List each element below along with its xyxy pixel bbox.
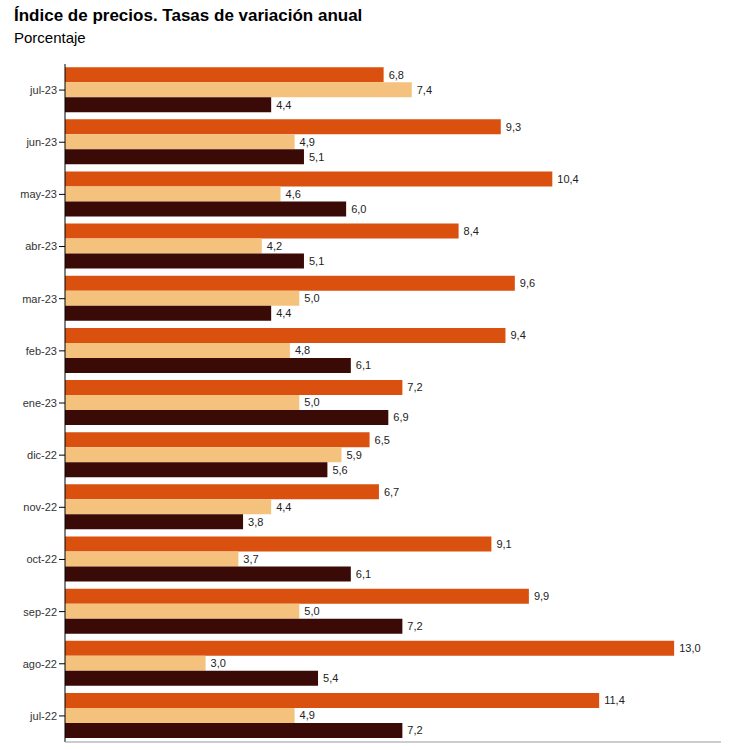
- svg-text:mar-23: mar-23: [22, 293, 57, 305]
- svg-text:5,0: 5,0: [304, 605, 319, 617]
- svg-text:ago-22: ago-22: [23, 658, 57, 670]
- svg-text:6,1: 6,1: [356, 568, 371, 580]
- svg-text:nov-22: nov-22: [23, 501, 57, 513]
- svg-text:abr-23: abr-23: [25, 240, 57, 252]
- svg-text:4,9: 4,9: [300, 709, 315, 721]
- svg-text:5,1: 5,1: [309, 255, 324, 267]
- svg-text:sep-22: sep-22: [23, 606, 57, 618]
- svg-text:9,3: 9,3: [506, 121, 521, 133]
- svg-text:4,4: 4,4: [276, 99, 291, 111]
- svg-text:4,4: 4,4: [276, 307, 291, 319]
- svg-text:9,9: 9,9: [534, 590, 549, 602]
- svg-text:5,1: 5,1: [309, 151, 324, 163]
- svg-text:9,1: 9,1: [496, 538, 511, 550]
- svg-text:jun-23: jun-23: [25, 136, 57, 148]
- svg-text:4,2: 4,2: [267, 240, 282, 252]
- svg-text:7,4: 7,4: [417, 84, 432, 96]
- svg-text:5,9: 5,9: [346, 449, 361, 461]
- svg-text:5,4: 5,4: [323, 672, 338, 684]
- svg-text:6,7: 6,7: [384, 486, 399, 498]
- svg-text:4,8: 4,8: [295, 344, 310, 356]
- svg-text:4,4: 4,4: [276, 501, 291, 513]
- svg-text:5,0: 5,0: [304, 396, 319, 408]
- svg-text:3,7: 3,7: [243, 553, 258, 565]
- svg-text:6,5: 6,5: [375, 434, 390, 446]
- svg-text:9,6: 9,6: [520, 277, 535, 289]
- svg-text:oct-22: oct-22: [26, 553, 57, 565]
- svg-text:7,2: 7,2: [407, 381, 422, 393]
- svg-text:3,8: 3,8: [248, 516, 263, 528]
- svg-text:11,4: 11,4: [604, 694, 625, 706]
- html-text:Porcentaje: Porcentaje: [14, 29, 86, 46]
- svg-text:3,0: 3,0: [211, 657, 226, 669]
- svg-text:ene-23: ene-23: [23, 397, 57, 409]
- svg-text:dic-22: dic-22: [27, 449, 57, 461]
- svg-text:6,8: 6,8: [389, 69, 404, 81]
- svg-text:13,0: 13,0: [679, 642, 700, 654]
- svg-text:feb-23: feb-23: [26, 345, 57, 357]
- svg-text:5,6: 5,6: [332, 464, 347, 476]
- svg-text:4,6: 4,6: [286, 188, 301, 200]
- svg-text:10,4: 10,4: [557, 173, 578, 185]
- svg-text:7,2: 7,2: [407, 620, 422, 632]
- svg-text:6,9: 6,9: [393, 411, 408, 423]
- svg-text:may-23: may-23: [20, 188, 57, 200]
- svg-text:8,4: 8,4: [464, 225, 479, 237]
- html-text:Índice de precios. Tasas de va: Índice de precios. Tasas de variación an…: [14, 6, 363, 25]
- svg-text:7,2: 7,2: [407, 724, 422, 736]
- svg-text:6,0: 6,0: [351, 203, 366, 215]
- svg-text:5,0: 5,0: [304, 292, 319, 304]
- svg-text:jul-23: jul-23: [29, 84, 57, 96]
- svg-text:9,4: 9,4: [510, 329, 525, 341]
- svg-text:6,1: 6,1: [356, 359, 371, 371]
- svg-text:jul-22: jul-22: [29, 710, 57, 722]
- svg-text:4,9: 4,9: [300, 136, 315, 148]
